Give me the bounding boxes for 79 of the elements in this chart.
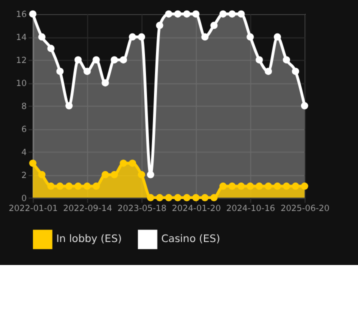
point [84, 68, 91, 75]
point [38, 33, 46, 41]
legend-label: Casino (ES) [161, 233, 220, 246]
point [264, 182, 272, 190]
point [300, 102, 308, 110]
x-tick-label: 2024-01-20 [172, 203, 221, 214]
point [174, 10, 182, 18]
point [165, 194, 172, 202]
point [292, 68, 300, 75]
point [183, 10, 190, 18]
point [228, 10, 236, 18]
point [102, 79, 109, 86]
point [56, 182, 64, 190]
point [192, 194, 200, 202]
point [29, 10, 36, 18]
point [201, 194, 209, 202]
point [300, 182, 308, 190]
point [219, 182, 227, 190]
point [38, 171, 46, 178]
point [128, 160, 136, 167]
y-tick-label: 16 [16, 9, 27, 20]
point [102, 171, 109, 178]
point [292, 182, 300, 190]
y-tick-label: 10 [16, 78, 27, 88]
x-tick-label: 2025-06-20 [280, 203, 330, 214]
point [47, 44, 55, 52]
point [156, 22, 164, 30]
point [192, 10, 200, 18]
point [146, 194, 154, 202]
point [74, 182, 82, 190]
point [246, 33, 254, 41]
y-tick-label: 0 [21, 192, 27, 203]
legend-label: In lobby (ES) [56, 233, 122, 246]
point [238, 10, 245, 18]
point [120, 56, 128, 64]
point [256, 182, 263, 190]
point [274, 33, 282, 41]
y-tick-label: 14 [16, 32, 27, 42]
point [238, 182, 245, 190]
y-tick-label: 4 [21, 146, 27, 157]
point [201, 33, 209, 41]
point [282, 56, 290, 64]
point [65, 102, 73, 110]
point [56, 68, 64, 75]
point [138, 33, 146, 41]
point [165, 10, 172, 18]
point [174, 194, 182, 202]
point [246, 182, 254, 190]
x-tick-label: 2022-09-14 [63, 203, 112, 214]
y-tick-label: 6 [21, 124, 27, 134]
point [120, 160, 128, 167]
point [183, 194, 190, 202]
point [74, 56, 82, 64]
point [219, 10, 227, 18]
point [110, 171, 118, 178]
point [156, 194, 164, 202]
x-tick-label: 2024-10-16 [226, 203, 276, 214]
x-tick-label: 2022-01-01 [8, 203, 58, 214]
point [29, 160, 36, 167]
point [128, 33, 136, 41]
point [274, 182, 282, 190]
point [92, 182, 100, 190]
y-tick-label: 12 [16, 55, 27, 66]
point [65, 182, 73, 190]
point [210, 22, 218, 30]
point [282, 182, 290, 190]
point [47, 182, 55, 190]
point [228, 182, 236, 190]
point [138, 171, 146, 178]
y-tick-label: 2 [21, 170, 27, 180]
point [84, 182, 91, 190]
point [92, 56, 100, 64]
point [110, 56, 118, 64]
x-tick-label: 2023-05-18 [118, 203, 166, 214]
point [264, 68, 272, 75]
y-tick-label: 8 [21, 101, 27, 112]
point [256, 56, 263, 64]
point [146, 171, 154, 178]
point [210, 194, 218, 202]
